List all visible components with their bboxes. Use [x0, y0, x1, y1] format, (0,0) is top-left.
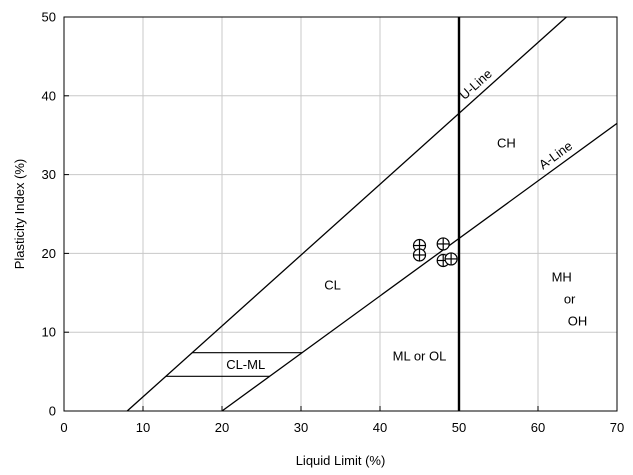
- region-label-cl-ml: CL-ML: [226, 357, 265, 372]
- x-tick-label: 50: [452, 420, 466, 435]
- x-axis-ticks: 0 10 20 30 40 50 60 70: [60, 406, 624, 435]
- y-tick-label: 10: [42, 325, 56, 340]
- region-label-oh: OH: [568, 314, 588, 329]
- region-label-cl: CL: [324, 277, 341, 292]
- data-point: [444, 252, 458, 266]
- data-point: [412, 238, 427, 253]
- x-tick-label: 10: [136, 420, 150, 435]
- u-line-label: U-Line: [456, 66, 495, 103]
- a-line: [221, 122, 618, 412]
- x-tick-label: 40: [373, 420, 387, 435]
- u-line: [126, 16, 567, 412]
- data-point: [412, 248, 427, 262]
- y-tick-label: 20: [42, 246, 56, 261]
- classification-lines: [126, 16, 618, 412]
- y-tick-label: 0: [49, 404, 56, 419]
- x-tick-label: 60: [531, 420, 545, 435]
- y-axis-ticks: 0 10 20 30 40 50: [42, 10, 69, 419]
- y-axis-label: Plasticity Index (%): [12, 159, 27, 270]
- a-line-label: A-Line: [536, 138, 575, 172]
- y-tick-label: 40: [42, 88, 56, 103]
- line-labels: U-Line A-Line: [456, 66, 575, 172]
- region-label-or: or: [564, 292, 576, 307]
- region-label-ch: CH: [497, 136, 516, 151]
- data-point: [436, 237, 450, 251]
- grid: [64, 17, 617, 411]
- x-tick-label: 0: [60, 420, 67, 435]
- region-label-mh: MH: [552, 270, 572, 285]
- x-axis-label: Liquid Limit (%): [296, 453, 386, 468]
- x-tick-label: 70: [610, 420, 624, 435]
- region-labels: CL CH ML or OL CL-ML MH or OH: [226, 136, 587, 372]
- x-tick-label: 20: [215, 420, 229, 435]
- y-tick-label: 30: [42, 167, 56, 182]
- region-label-ml-or-ol: ML or OL: [393, 348, 447, 363]
- plot-frame: [63, 16, 618, 412]
- y-tick-label: 50: [42, 10, 56, 25]
- cl-ml-band: [165, 352, 303, 377]
- data-points: [412, 237, 458, 268]
- x-tick-label: 30: [294, 420, 308, 435]
